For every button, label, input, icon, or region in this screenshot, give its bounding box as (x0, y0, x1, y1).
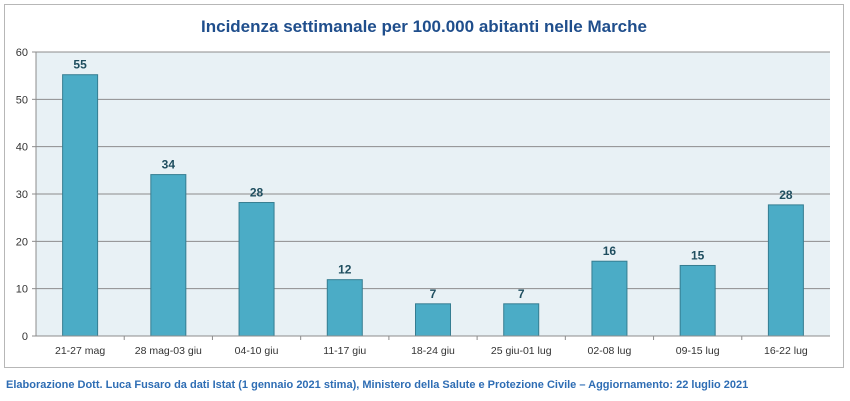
x-tick-label: 25 giu-01 lug (491, 345, 552, 357)
data-label: 16 (603, 244, 617, 258)
data-label: 28 (779, 188, 793, 202)
data-label: 7 (430, 287, 437, 301)
data-label: 55 (73, 58, 87, 72)
bar (415, 303, 451, 337)
bar (767, 204, 804, 337)
y-tick-label: 20 (16, 236, 28, 248)
bar (238, 202, 275, 337)
bar (326, 279, 363, 337)
bar (150, 174, 187, 337)
y-tick-label: 50 (16, 94, 28, 106)
bar (679, 264, 716, 337)
x-tick-label: 18-24 giu (411, 345, 455, 357)
y-tick-label: 10 (16, 284, 28, 296)
data-label: 34 (162, 158, 176, 172)
bar (62, 74, 99, 337)
x-tick-label: 02-08 lug (588, 345, 632, 357)
y-tick-label: 60 (16, 47, 28, 59)
footer-credit: Elaborazione Dott. Luca Fusaro da dati I… (6, 379, 749, 391)
chart-title: Incidenza settimanale per 100.000 abitan… (201, 17, 647, 36)
x-tick-label: 28 mag-03 giu (135, 345, 202, 357)
data-label: 28 (250, 186, 264, 200)
data-label: 12 (338, 263, 352, 277)
y-tick-label: 30 (16, 189, 28, 201)
x-tick-label: 09-15 lug (676, 345, 720, 357)
x-tick-label: 04-10 giu (235, 345, 279, 357)
y-tick-label: 0 (22, 331, 28, 343)
bar (591, 260, 628, 337)
data-label: 7 (518, 287, 525, 301)
data-label: 15 (691, 248, 705, 262)
x-tick-label: 16-22 lug (764, 345, 808, 357)
bar (503, 303, 540, 337)
y-tick-label: 40 (16, 142, 28, 154)
x-tick-label: 21-27 mag (55, 345, 105, 357)
x-tick-label: 11-17 giu (323, 345, 366, 357)
